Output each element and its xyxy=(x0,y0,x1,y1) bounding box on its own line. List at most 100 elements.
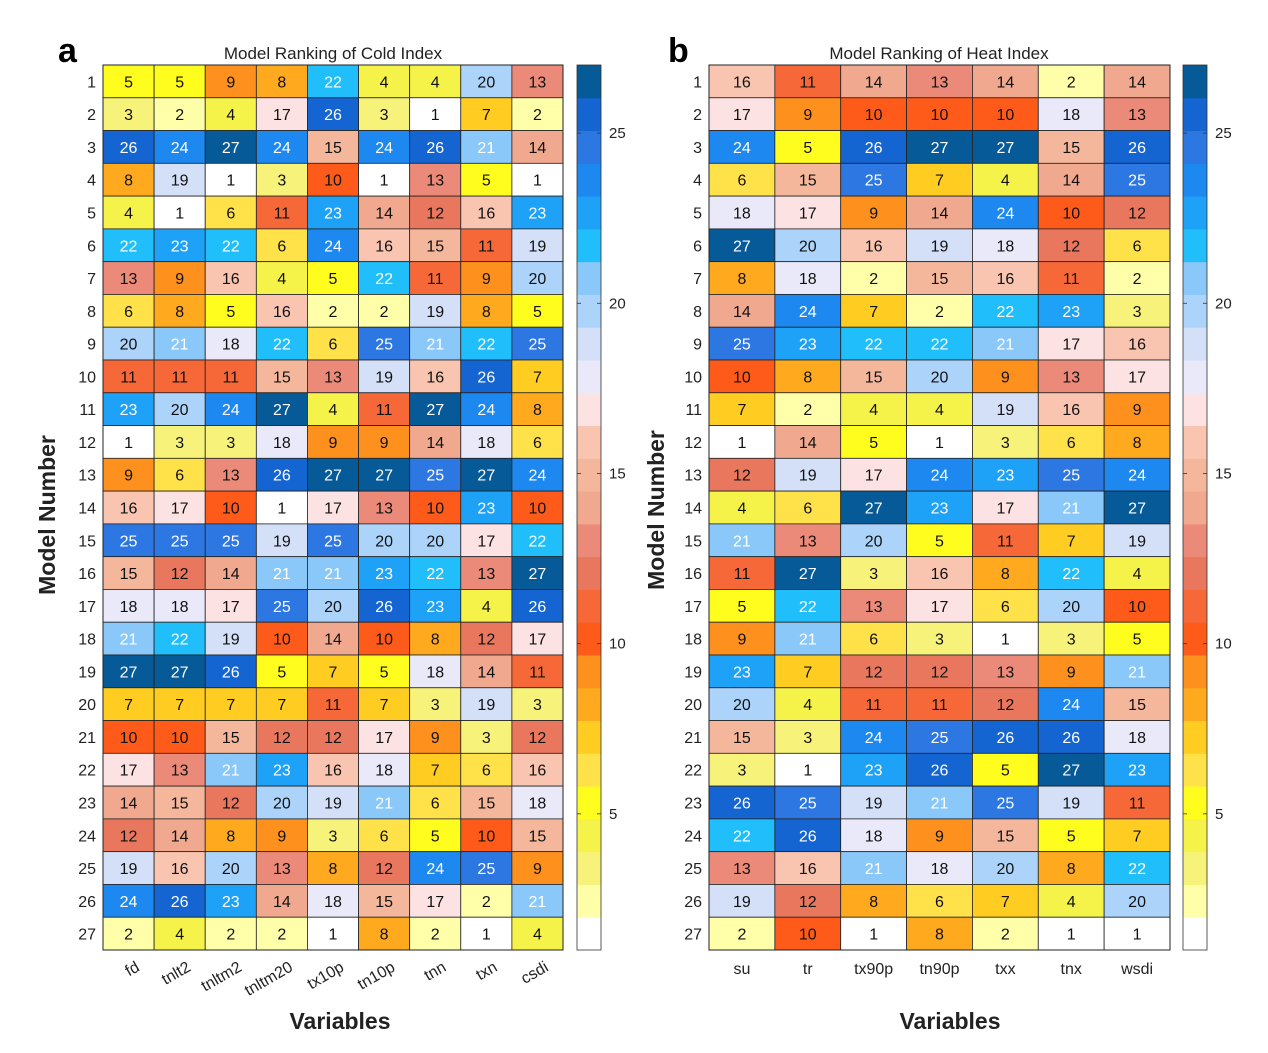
cell-value-label: 22 xyxy=(222,238,240,255)
heatmap-cell xyxy=(307,884,359,918)
heatmap-cell xyxy=(840,97,907,131)
cell-value-label: 25 xyxy=(324,533,342,550)
heatmap-cell xyxy=(102,392,155,426)
cell-value-label: 12 xyxy=(426,206,444,223)
y-tick-label: 27 xyxy=(684,927,702,944)
cell-value-label: 18 xyxy=(1062,107,1080,124)
heatmap-cell xyxy=(255,130,308,164)
colorbar-tick-label: 5 xyxy=(609,806,617,823)
heatmap-cell xyxy=(774,195,842,230)
colorbar-segment xyxy=(1183,327,1207,361)
cell-value-label: 25 xyxy=(426,468,444,485)
cell-value-label: 17 xyxy=(171,501,189,518)
cell-value-label: 18 xyxy=(375,763,393,780)
colorbar-segment xyxy=(1183,753,1207,787)
heatmap-cell xyxy=(153,228,206,263)
cell-value-label: 10 xyxy=(1128,599,1146,616)
cell-value-label: 8 xyxy=(124,173,133,190)
heatmap-cell xyxy=(708,359,776,394)
cell-value-label: 26 xyxy=(996,730,1014,747)
cell-value-label: 9 xyxy=(277,828,286,845)
colorbar-segment xyxy=(577,818,601,853)
cell-value-label: 16 xyxy=(273,304,291,321)
cell-value-label: 27 xyxy=(1062,763,1080,780)
cell-value-label: 17 xyxy=(222,599,240,616)
heatmap-cell xyxy=(511,523,564,558)
panel-a-cold-index: a Model Ranking of Cold Index Model Numb… xyxy=(34,32,626,1034)
cell-value-label: 19 xyxy=(273,533,291,550)
heatmap-cell xyxy=(774,392,842,426)
cell-value-label: 20 xyxy=(1062,599,1080,616)
heatmap-cell xyxy=(840,523,907,558)
heatmap-cell xyxy=(204,851,257,885)
heatmap-cell xyxy=(409,752,462,787)
cell-value-label: 17 xyxy=(996,501,1014,518)
heatmap-cell xyxy=(153,687,206,721)
heatmap-cell xyxy=(840,326,907,361)
colorbar-segment xyxy=(577,589,601,623)
cell-value-label: 12 xyxy=(477,632,495,649)
heatmap-cell xyxy=(409,589,462,623)
cell-value-label: 21 xyxy=(996,337,1014,354)
x-tick-label: tr xyxy=(803,961,813,978)
colorbar-segment xyxy=(577,392,601,427)
colorbar-segment xyxy=(577,228,601,263)
heatmap-cell xyxy=(774,130,842,164)
plot-frame xyxy=(102,64,564,951)
heatmap-cell xyxy=(358,687,411,721)
cell-value-label: 2 xyxy=(124,927,133,944)
cell-value-label: 10 xyxy=(324,173,342,190)
cell-value-label: 27 xyxy=(1128,501,1146,518)
heatmap-cell xyxy=(255,457,308,492)
heatmap-cell xyxy=(358,523,411,558)
chart-title-cold: Model Ranking of Cold Index xyxy=(224,44,443,63)
cell-value-label: 14 xyxy=(1062,173,1080,190)
cell-value-label: 17 xyxy=(865,468,883,485)
heatmap-cell xyxy=(1103,851,1171,885)
cell-value-label: 13 xyxy=(324,369,342,386)
heatmap-cell xyxy=(460,720,513,754)
heatmap-cell xyxy=(307,457,359,492)
cell-value-label: 3 xyxy=(803,730,812,747)
cell-value-label: 7 xyxy=(380,697,389,714)
cell-value-label: 8 xyxy=(737,271,746,288)
cell-value-label: 1 xyxy=(226,173,235,190)
heatmap-cell xyxy=(511,228,564,263)
cell-value-label: 6 xyxy=(175,468,184,485)
x-tick-label: tnn xyxy=(421,959,449,985)
cell-value-label: 26 xyxy=(799,828,817,845)
cell-value-label: 16 xyxy=(931,566,949,583)
cell-value-label: 21 xyxy=(529,894,547,911)
colorbar-segment xyxy=(1183,687,1207,722)
cell-value-label: 17 xyxy=(375,730,393,747)
y-tick-label: 8 xyxy=(693,304,702,321)
heatmap-cell xyxy=(307,916,359,951)
cell-value-label: 20 xyxy=(222,861,240,878)
cell-value-label: 25 xyxy=(273,599,291,616)
colorbar-tick-label: 25 xyxy=(1215,125,1232,142)
heatmap-cell xyxy=(102,523,155,558)
heatmap-cell xyxy=(204,818,257,853)
y-tick-label: 15 xyxy=(684,533,702,550)
panel-b-heat-index: b Model Ranking of Heat Index Model Numb… xyxy=(643,32,1232,1034)
cell-value-label: 20 xyxy=(996,861,1014,878)
heatmap-cell xyxy=(255,752,308,787)
cell-value-label: 11 xyxy=(734,566,751,583)
cell-value-label: 24 xyxy=(273,140,291,157)
y-tick-label: 11 xyxy=(685,402,702,419)
cell-value-label: 7 xyxy=(482,107,491,124)
heatmap-cell xyxy=(460,589,513,623)
cell-value-label: 7 xyxy=(1001,894,1010,911)
cell-value-label: 3 xyxy=(737,763,746,780)
cell-value-label: 20 xyxy=(865,533,883,550)
cell-value-label: 5 xyxy=(329,271,338,288)
heatmap-cell xyxy=(972,130,1039,164)
cell-value-label: 10 xyxy=(375,632,393,649)
cell-value-label: 2 xyxy=(737,927,746,944)
heatmap-cell xyxy=(906,720,973,754)
cell-value-label: 17 xyxy=(529,632,547,649)
colorbar-segment xyxy=(577,884,601,918)
cell-value-label: 23 xyxy=(324,206,342,223)
cell-value-label: 1 xyxy=(124,435,133,452)
heatmap-cell xyxy=(774,556,842,590)
